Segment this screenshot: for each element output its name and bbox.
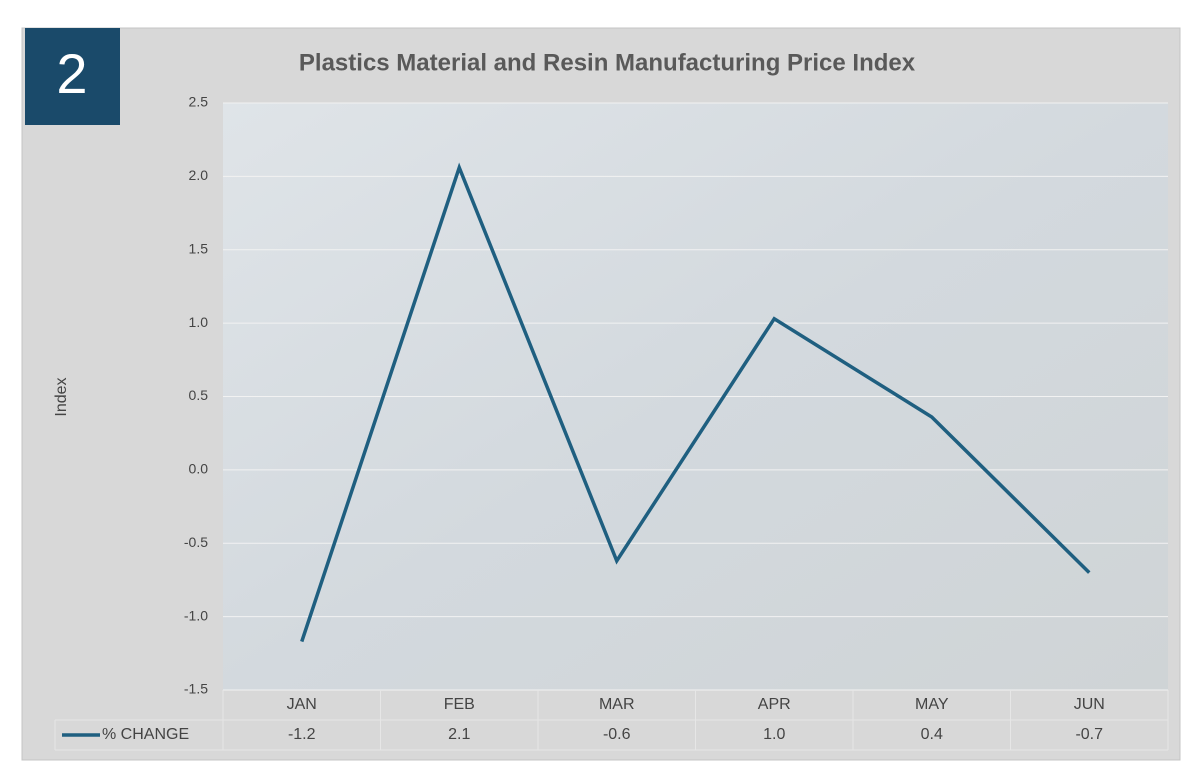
data-line bbox=[300, 162, 1091, 643]
x-tick-label: JAN bbox=[287, 696, 317, 713]
y-tick-label: 1.0 bbox=[189, 314, 209, 330]
y-tick-label: 1.5 bbox=[189, 240, 209, 256]
x-tick-label: JUN bbox=[1074, 696, 1105, 713]
y-tick-label: 0.0 bbox=[189, 461, 209, 477]
y-tick-label: 2.5 bbox=[189, 94, 209, 110]
table-value: -1.2 bbox=[288, 726, 316, 743]
x-tick-label: FEB bbox=[444, 696, 475, 713]
badge bbox=[25, 28, 120, 125]
badge-number: 2 bbox=[56, 42, 87, 105]
y-tick-label: 0.5 bbox=[189, 387, 209, 403]
x-tick-label: MAY bbox=[915, 696, 949, 713]
legend-label: % CHANGE bbox=[102, 726, 189, 743]
x-tick-label: MAR bbox=[599, 696, 635, 713]
y-tick-label: -0.5 bbox=[184, 534, 208, 550]
table-value: 0.4 bbox=[921, 726, 943, 743]
table-value: -0.7 bbox=[1075, 726, 1103, 743]
x-tick-label: APR bbox=[758, 696, 791, 713]
table-value: 1.0 bbox=[763, 726, 785, 743]
y-tick-label: -1.0 bbox=[184, 607, 208, 623]
chart-title: Plastics Material and Resin Manufacturin… bbox=[299, 49, 916, 76]
table-value: -0.6 bbox=[603, 726, 631, 743]
y-axis-label: Index bbox=[53, 377, 70, 416]
y-tick-label: -1.5 bbox=[184, 681, 208, 697]
table-value: 2.1 bbox=[448, 726, 470, 743]
y-tick-label: 2.0 bbox=[189, 167, 209, 183]
